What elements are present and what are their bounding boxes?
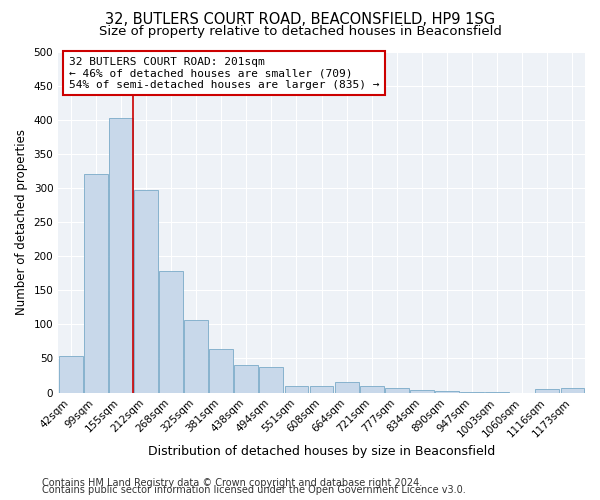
Bar [385, 388, 409, 392]
Text: Size of property relative to detached houses in Beaconsfield: Size of property relative to detached ho… [98, 25, 502, 38]
Bar [335, 382, 359, 392]
Bar [259, 368, 283, 392]
Bar [360, 386, 383, 392]
Y-axis label: Number of detached properties: Number of detached properties [15, 129, 28, 315]
Bar [59, 356, 83, 392]
Bar [134, 190, 158, 392]
Bar [209, 349, 233, 393]
Bar [410, 390, 434, 392]
Bar [560, 388, 584, 392]
Bar [109, 118, 133, 392]
Bar [310, 386, 334, 392]
Bar [535, 389, 559, 392]
Text: 32, BUTLERS COURT ROAD, BEACONSFIELD, HP9 1SG: 32, BUTLERS COURT ROAD, BEACONSFIELD, HP… [105, 12, 495, 28]
Bar [284, 386, 308, 392]
Bar [184, 320, 208, 392]
Text: 32 BUTLERS COURT ROAD: 201sqm
← 46% of detached houses are smaller (709)
54% of : 32 BUTLERS COURT ROAD: 201sqm ← 46% of d… [69, 56, 379, 90]
Bar [84, 174, 108, 392]
Bar [435, 391, 459, 392]
X-axis label: Distribution of detached houses by size in Beaconsfield: Distribution of detached houses by size … [148, 444, 495, 458]
Text: Contains HM Land Registry data © Crown copyright and database right 2024.: Contains HM Land Registry data © Crown c… [42, 478, 422, 488]
Bar [235, 366, 258, 392]
Text: Contains public sector information licensed under the Open Government Licence v3: Contains public sector information licen… [42, 485, 466, 495]
Bar [159, 271, 183, 392]
